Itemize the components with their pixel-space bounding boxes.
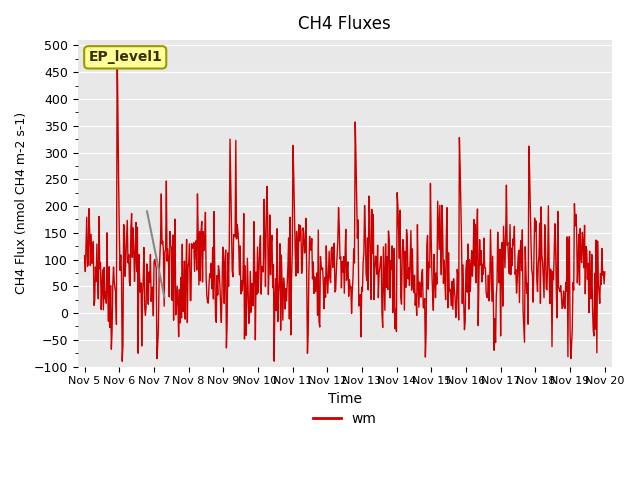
Legend: wm: wm <box>307 407 382 432</box>
X-axis label: Time: Time <box>328 392 362 406</box>
Y-axis label: CH4 Flux (nmol CH4 m-2 s-1): CH4 Flux (nmol CH4 m-2 s-1) <box>15 112 28 294</box>
Title: CH4 Fluxes: CH4 Fluxes <box>298 15 391 33</box>
Text: EP_level1: EP_level1 <box>88 50 162 64</box>
